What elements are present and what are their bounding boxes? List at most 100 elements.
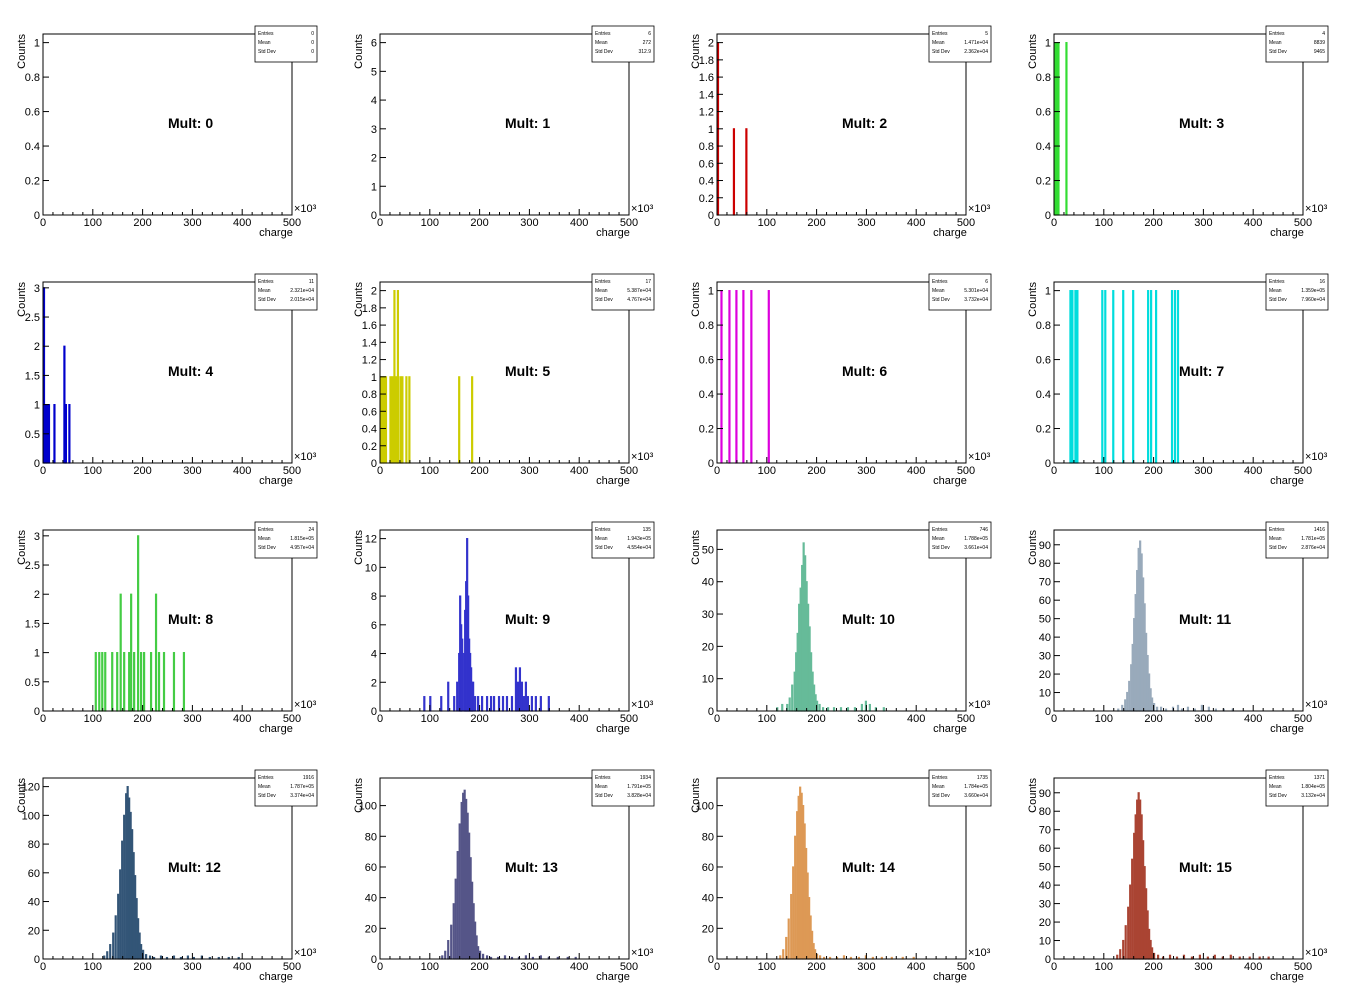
histogram-bin [489,696,493,712]
x-tick-label: 200 [807,961,825,973]
histogram-bin [472,903,475,960]
y-tick-label: 0 [708,458,714,470]
histogram-bin [123,652,126,712]
stats-value: 8839 [1314,40,1325,46]
histogram-bin [121,840,124,960]
y-tick-label: 0.4 [699,176,714,188]
y-tick-label: 0.4 [699,389,714,401]
x-tick-label: 100 [84,217,102,229]
x-exponent-label: ×10³ [631,203,654,215]
histogram-bin [423,696,426,712]
histogram-svg: 0 100 200 300 400 500 0 2 4 6 8 10 12 charge Counts ×10… [353,521,655,735]
histogram-bin [458,823,461,960]
y-tick-label: 70 [1039,825,1051,837]
y-tick-label: 60 [365,862,377,874]
histogram-bin [393,290,396,464]
histogram-bin [466,812,469,960]
x-tick-label: 0 [714,465,720,477]
histogram-bin [802,805,805,960]
x-tick-label: 500 [1294,713,1312,725]
histogram-bin [1173,290,1177,464]
y-tick-label: 1.5 [25,370,40,382]
y-axis-title: Counts [16,34,28,69]
stats-label: Entries [1269,527,1285,533]
histogram-pad-2: 0 100 200 300 400 500 0 0.2 0.4 0.6 0.8 1 1.2 1.4 1.6 1… [674,0,1011,248]
y-tick-label: 0.2 [1036,176,1051,188]
histogram-bin [1119,949,1122,960]
stats-value: 9465 [1314,49,1325,55]
histogram-pad-14: 0 100 200 300 400 500 0 20 40 60 80 100 charge Counts… [674,744,1011,992]
x-tick-label: 400 [907,713,925,725]
histogram-bin [119,869,122,960]
mult-label: Mult: 7 [1179,363,1224,379]
x-tick-label: 200 [807,465,825,477]
stats-label: Std Dev [932,297,950,303]
stats-value: 7.960e+04 [1301,297,1325,303]
histogram-bin [1149,939,1152,960]
y-tick-label: 40 [1039,880,1051,892]
stats-label: Mean [1269,536,1282,542]
histogram-bin [1124,699,1127,712]
histogram-pad-9: 0 100 200 300 400 500 0 2 4 6 8 10 12 charge Counts ×10… [337,496,674,744]
x-tick-label: 100 [84,713,102,725]
histogram-bin [144,954,148,960]
histogram-bin [782,949,785,960]
x-tick-label: 0 [377,465,383,477]
mult-label: Mult: 0 [168,115,213,131]
stats-label: Std Dev [595,49,613,55]
stats-label: Std Dev [595,297,613,303]
histogram-bin [800,792,803,960]
stats-label: Mean [595,40,608,46]
histogram-bin [522,696,526,712]
mult-label: Mult: 14 [842,859,895,875]
y-tick-label: 2 [371,677,377,689]
stats-label: Mean [932,40,945,46]
x-tick-label: 0 [714,217,720,229]
stats-value: 1371 [1314,775,1325,781]
stats-label: Std Dev [258,49,276,55]
y-tick-label: 6 [371,620,377,632]
stats-box [254,273,318,311]
histogram-bin [805,847,808,960]
y-tick-label: 80 [1039,558,1051,570]
y-tick-label: 0 [708,210,714,222]
y-tick-label: 0.6 [699,158,714,170]
x-tick-label: 0 [714,713,720,725]
y-tick-label: 0 [1045,210,1051,222]
stats-value: 4.957e+04 [290,545,314,551]
histogram-bin [809,915,812,960]
histogram-bin [456,681,459,712]
plot-frame [1053,33,1304,216]
histogram-bin [801,564,804,712]
y-tick-label: 90 [1039,788,1051,800]
y-tick-label: 1.6 [699,72,714,84]
x-tick-label: 500 [620,961,638,973]
histogram-bin [798,603,801,712]
x-tick-label: 0 [377,217,383,229]
y-tick-label: 20 [1039,669,1051,681]
y-tick-label: 20 [1039,917,1051,929]
histogram-bin [812,943,815,960]
y-tick-label: 1 [708,124,714,136]
stats-value: 3.661e+04 [964,545,988,551]
x-tick-label: 300 [183,961,201,973]
plot-frame [379,529,630,712]
histogram-bin [1155,706,1159,712]
histogram-bin [472,681,475,712]
x-tick-label: 100 [84,961,102,973]
x-tick-label: 500 [1294,465,1312,477]
histogram-bin [814,949,817,960]
histogram-bin [1159,706,1163,712]
histogram-bin [1146,654,1149,712]
stats-label: Entries [932,775,948,781]
x-tick-label: 0 [377,713,383,725]
histogram-svg: 0 100 200 300 400 50000.20.40.60.811.21.41.61… [353,273,655,487]
x-tick-label: 200 [1144,713,1162,725]
histogram-bin [803,823,806,960]
histogram-bin [1126,691,1129,712]
y-tick-label: 0.4 [1036,141,1051,153]
y-tick-label: 50 [1039,862,1051,874]
stats-label: Std Dev [932,545,950,551]
histogram-bin [111,652,114,712]
histogram-bin [505,696,509,712]
